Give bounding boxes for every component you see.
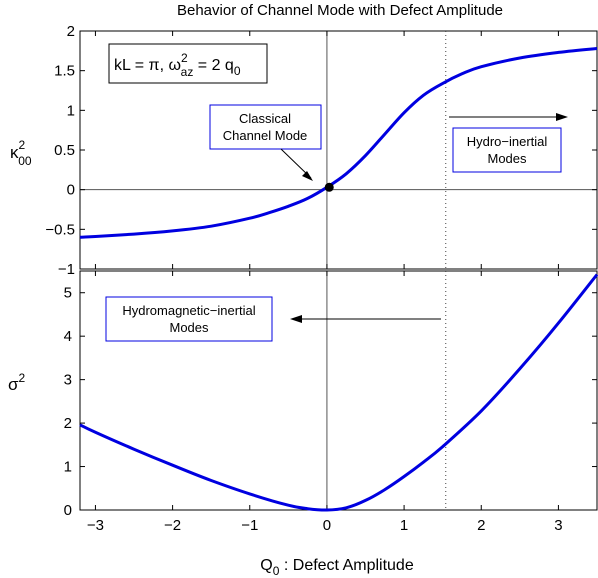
kappa-curve [79, 47, 598, 239]
chart-title: Behavior of Channel Mode with Defect Amp… [177, 2, 503, 19]
x-tick-label: −1 [241, 517, 258, 534]
top-y-tick-label: −1 [58, 261, 75, 278]
bottom-y-tick-label: 3 [64, 372, 72, 389]
hydromag-arrowhead [290, 315, 302, 323]
x-tick-label: 2 [477, 517, 485, 534]
hydromag-label-line2: Modes [169, 320, 209, 335]
classical-label-box [209, 104, 322, 150]
hydromag-label-box [105, 296, 273, 342]
top-y-tick-label: 1 [67, 102, 75, 119]
hydro-label-line2: Modes [487, 151, 527, 166]
bottom-y-tick-label: 5 [64, 285, 72, 302]
hydro-label-line1: Hydro−inertial [467, 134, 548, 149]
top-y-tick-label: 0.5 [54, 142, 75, 159]
x-tick-label: 3 [554, 517, 562, 534]
x-tick-label: −3 [87, 517, 104, 534]
classical-arrowhead [302, 171, 313, 181]
bottom-y-tick-label: 4 [64, 328, 72, 345]
top-y-tick-label: 1.5 [54, 63, 75, 80]
x-tick-label: 1 [400, 517, 408, 534]
x-tick-label: 0 [323, 517, 331, 534]
hydro-arrowhead [556, 113, 568, 121]
bottom-y-tick-label: 1 [64, 459, 72, 476]
top-panel: kL = π, ω2 az = 2 q0 Classical Channel Mo… [79, 30, 598, 270]
bottom-y-tick-label: 2 [64, 415, 72, 432]
hydromag-label-line1: Hydromagnetic−inertial [122, 303, 255, 318]
top-y-tick-label: −0.5 [45, 221, 75, 238]
x-axis-label: Q0 : Defect Amplitude [260, 557, 414, 578]
formula-text: kL = π, ω2 az = 2 q0 [114, 51, 241, 79]
top-y-tick-label: 0 [67, 182, 75, 199]
bottom-ylabel: σ2 [8, 371, 26, 394]
x-tick-label: −2 [164, 517, 181, 534]
bottom-panel: Hydromagnetic−inertial Modes [79, 270, 598, 512]
formula-box [108, 43, 268, 84]
hydro-label-box [452, 127, 562, 173]
top-y-tick-label: 2 [67, 23, 75, 40]
channel-mode-point [324, 182, 334, 192]
top-ylabel: κ2 00 [10, 138, 32, 168]
classical-label-line1: Classical [239, 111, 291, 126]
classical-label-line2: Channel Mode [223, 128, 308, 143]
sigma-curve [79, 273, 598, 512]
bottom-y-tick-label: 0 [64, 502, 72, 519]
